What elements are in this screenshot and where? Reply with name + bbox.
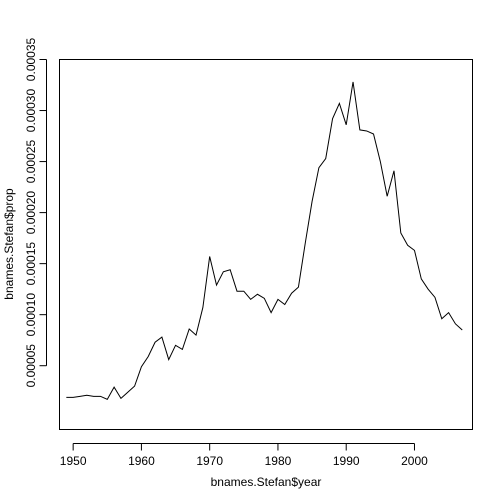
- x-tick-label: 1960: [128, 454, 155, 468]
- x-axis-title: bnames.Stefan$year: [211, 475, 322, 489]
- x-tick-label: 1950: [60, 454, 87, 468]
- x-tick-label: 1970: [196, 454, 223, 468]
- y-tick-label: 0.00020: [24, 191, 38, 235]
- y-axis-title: bnames.Stefan$prop: [2, 188, 16, 300]
- y-tick-label: 0.00025: [24, 140, 38, 184]
- x-axis: 1950 1960 1970 1980 1990 2000: [60, 443, 428, 468]
- x-tick-label: 1990: [333, 454, 360, 468]
- series-layer: [66, 81, 463, 401]
- y-tick-label: 0.00035: [24, 37, 38, 81]
- plot-frame: [59, 59, 473, 430]
- y-tick-label: 0.00015: [24, 242, 38, 286]
- y-axis: 0.00005 0.00010 0.00015 0.00020 0.00025 0.000…: [24, 37, 47, 387]
- y-tick-label: 0.00005: [24, 344, 38, 388]
- y-tick-label: 0.00030: [24, 89, 38, 133]
- series-line: [66, 81, 463, 401]
- x-tick-label: 2000: [401, 454, 428, 468]
- x-tick-label: 1980: [265, 454, 292, 468]
- y-tick-label: 0.00010: [24, 293, 38, 337]
